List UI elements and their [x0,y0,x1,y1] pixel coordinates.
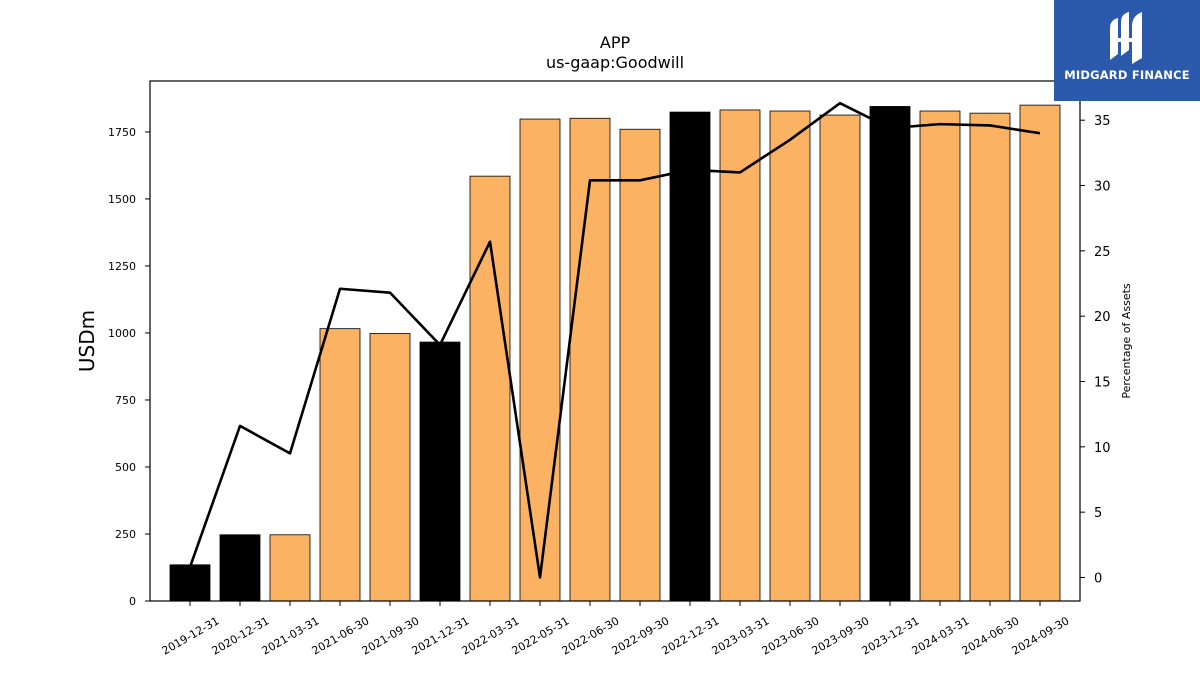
y-tick-label-left: 750 [115,394,136,407]
bar-2023-09-30 [819,114,861,602]
bar-2023-03-31 [719,109,761,602]
bar-2024-09-30 [1019,104,1061,602]
bar-2021-09-30 [369,333,411,602]
bar-2021-06-30 [319,328,361,602]
percentage-line [188,101,1041,579]
y-tick-label-right: 25 [1094,245,1111,260]
bar-2024-06-30 [969,112,1011,602]
chart-title: APP [600,33,631,52]
line-series [188,101,1041,579]
y-axis-label-left: USDm [75,310,99,372]
plot-frame [149,80,1081,602]
y-tick-label-right: 10 [1094,441,1111,456]
bar-2023-06-30 [769,110,811,602]
y-tick-label-left: 1000 [108,327,136,340]
y-tick-label-right: 5 [1094,506,1102,521]
y-tick-label-left: 1500 [108,193,136,206]
y-tick-label-right: 0 [1094,571,1102,586]
y-tick-label-left: 1250 [108,260,136,273]
y-tick-label-right: 20 [1094,310,1111,325]
y-tick-label-right: 30 [1094,180,1111,195]
bar-2021-12-31 [419,341,461,602]
y-tick-label-left: 0 [129,595,136,608]
y-axis-label-right: Percentage of Assets [1120,283,1133,399]
chart-subtitle: us-gaap:Goodwill [546,53,684,72]
bar-2024-03-31 [919,110,961,602]
x-tick-label: 2024-09-30 [1010,614,1072,657]
bar-2019-12-31 [169,564,211,602]
x-axis: 2019-12-312020-12-312021-03-312021-06-30… [160,601,1072,658]
bar-2020-12-31 [219,534,261,602]
y-tick-label-left: 250 [115,528,136,541]
y-tick-label-right: 15 [1094,376,1111,391]
y-tick-label-left: 500 [115,461,136,474]
y-axis-left: 0 250 500 750 1000 1250 1500 1750 [108,126,150,608]
bar-2022-05-31 [519,118,561,602]
midgard-logo-icon [1110,12,1142,64]
bar-2022-09-30 [619,128,661,602]
bar-2021-03-31 [269,534,311,602]
bar-2023-12-31 [869,106,911,602]
brand-logo: MIDGARD FINANCE [1054,0,1200,101]
y-tick-label-left: 1750 [108,126,136,139]
bar-2022-03-31 [469,175,511,602]
bar-series [169,104,1061,602]
bar-2022-12-31 [669,111,711,602]
y-tick-label-right: 35 [1094,114,1111,129]
y-axis-right: 0 5 10 15 20 25 30 35 [1080,114,1111,586]
brand-name: MIDGARD FINANCE [1064,68,1190,82]
